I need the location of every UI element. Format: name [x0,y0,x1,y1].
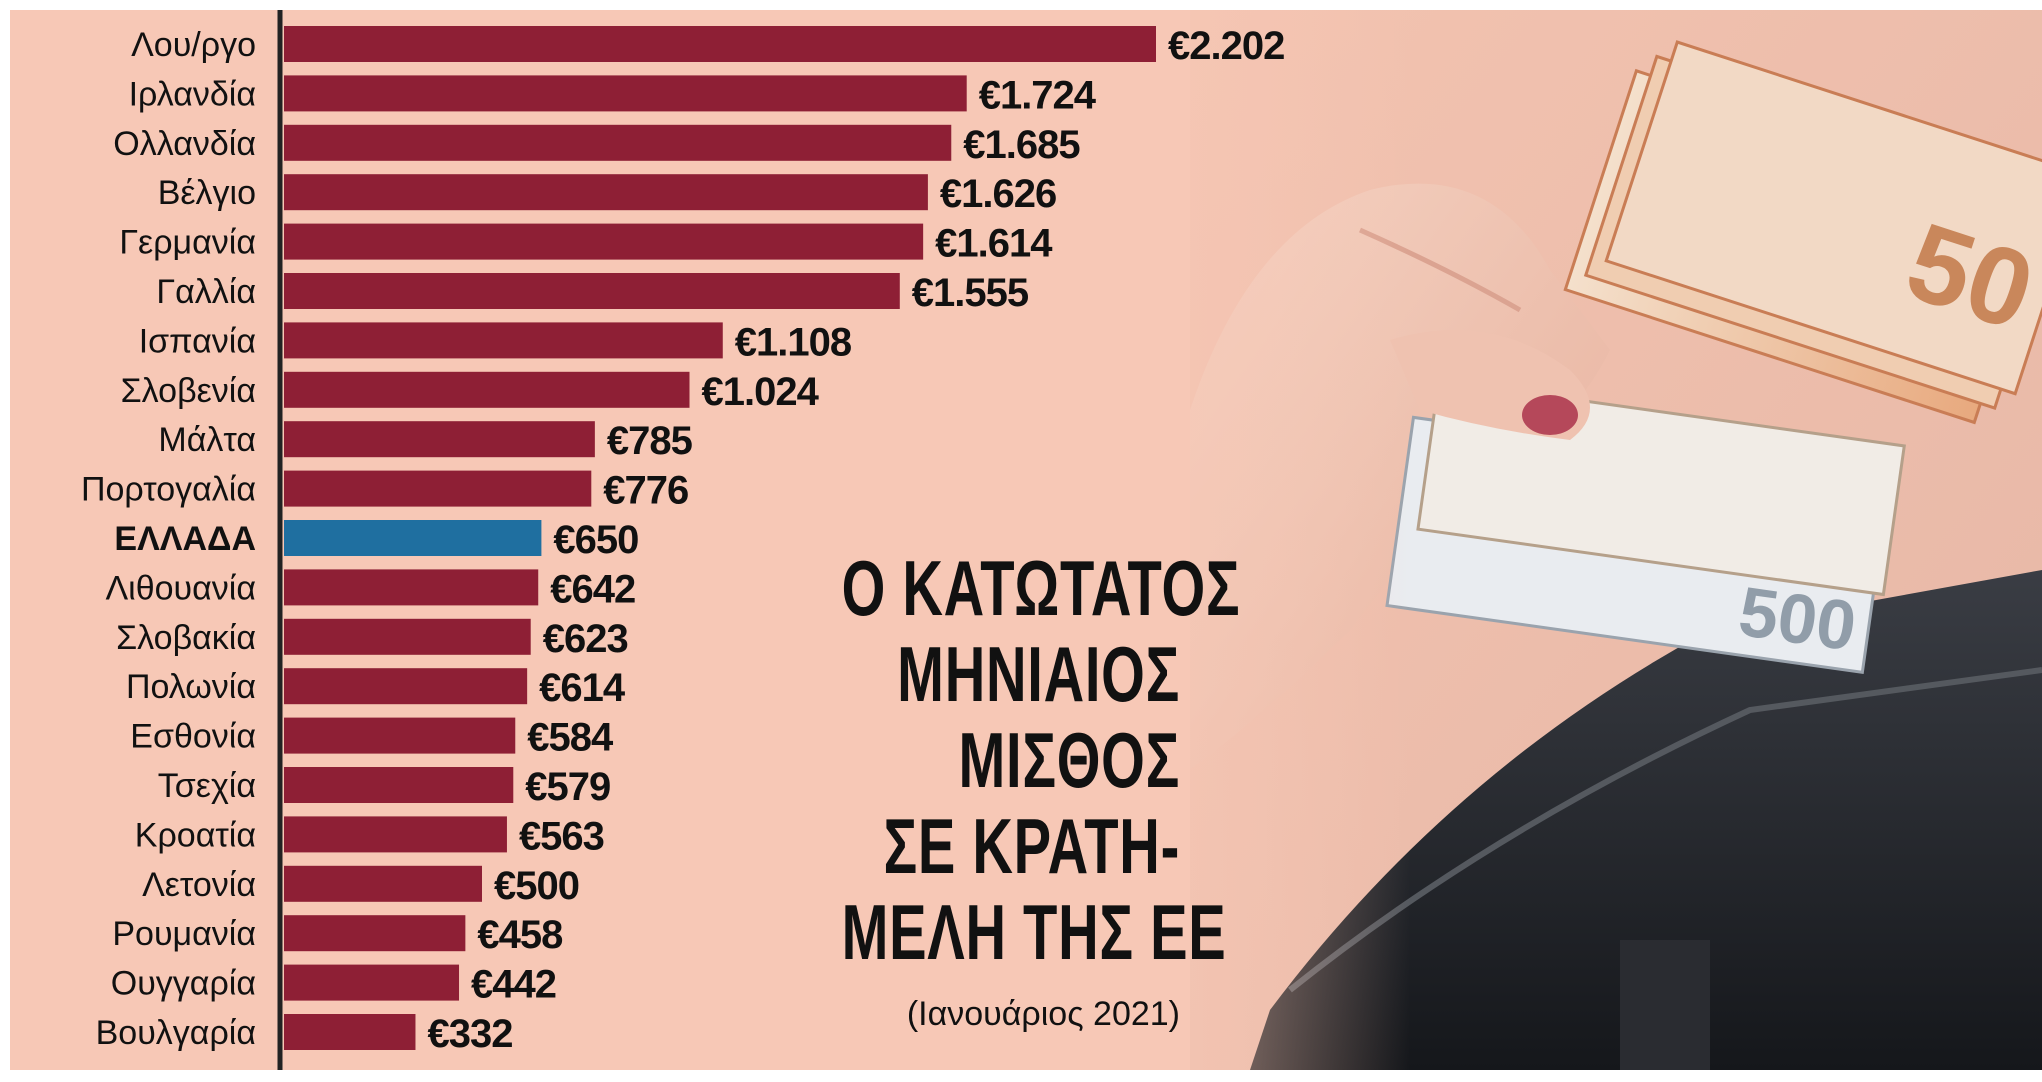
value-label: €579 [525,765,610,809]
headline-line: Ο ΚΑΤΩΤΑΤΟΣ [841,544,1241,632]
bar [284,569,539,606]
chart-subtitle: (Ιανουάριος 2021) [906,995,1180,1033]
category-label: Λου/ργο [131,26,256,64]
value-label: €785 [607,419,693,463]
headline-line: ΣΕ ΚΡΑΤΗ- [883,802,1180,890]
value-label: €2.202 [1168,24,1284,68]
category-label: Πολωνία [126,668,256,706]
headline-line: ΜΙΣΘΟΣ [958,716,1180,804]
value-label: €1.626 [940,172,1056,216]
value-label: €442 [471,963,556,1007]
category-label: Τσεχία [158,767,256,805]
bar [284,371,690,408]
bar [284,964,460,1001]
category-label: Ουγγαρία [111,965,256,1003]
bar [284,174,928,211]
category-label: Ολλανδία [113,125,256,163]
category-label: Κροατία [135,816,256,854]
bar [284,717,516,754]
bar [284,124,952,161]
bar [284,273,900,309]
value-label: €584 [527,716,614,760]
value-label: €614 [539,666,626,710]
banknotes-photo: 50 500 [1190,10,2042,1070]
bar [284,865,483,902]
bar [284,520,542,556]
headline-line: ΜΗΝΙΑΙΟΣ [897,630,1180,718]
bar [284,322,723,359]
svg-text:500: 500 [1734,572,1861,665]
value-label: €458 [477,913,563,957]
category-label: Μάλτα [158,421,256,459]
value-label: €1.724 [979,73,1097,117]
value-label: €500 [494,864,579,908]
category-label: Εσθονία [130,718,256,756]
chart-headline: Ο ΚΑΤΩΤΑΤΟΣ ΜΗΝΙΑΙΟΣ ΜΙΣΘΟΣ ΣΕ ΚΡΑΤΗ- ΜΕ… [841,544,1241,976]
category-label: Βουλγαρία [96,1014,256,1052]
category-label: Ισπανία [139,322,256,360]
bar [284,75,967,112]
value-label: €650 [553,518,638,562]
category-label: Λετονία [142,866,256,904]
bar [284,421,595,458]
bar [284,1014,416,1050]
value-label: €642 [550,567,635,611]
value-label: €776 [603,469,688,513]
category-label: Γερμανία [119,224,256,262]
bar-chart: Λου/ργο €2.202 Ιρλανδία €1.724 Ολλανδία €1.68… [81,10,1285,1070]
bar [284,223,924,260]
category-label: Πορτογαλία [81,471,256,509]
value-label: €563 [519,814,604,858]
bar [284,26,1156,62]
bar [284,668,528,705]
bar [284,767,514,803]
headline-line: ΜΕΛΗ ΤΗΣ ΕΕ [841,888,1227,976]
infographic: 50 500 Λου/ργο €2.202 Ιρλανδία €1.724 Ολλανδ… [10,10,2042,1070]
bar [284,470,592,507]
category-label: Γαλλία [156,273,256,311]
bar [284,915,466,952]
value-label: €1.685 [963,123,1080,167]
category-label: Σλοβενία [121,372,256,410]
category-label: Ιρλανδία [129,75,256,113]
photo-fade [1010,10,1410,1070]
value-label: €1.555 [912,271,1029,315]
value-label: €623 [543,617,628,661]
category-label: ΕΛΛΑΔΑ [114,520,256,558]
category-label: Ρουμανία [112,915,256,953]
bar [284,816,507,853]
value-label: €1.614 [935,222,1053,266]
category-label: Βέλγιο [158,174,256,212]
value-label: €1.108 [735,320,852,364]
category-label: Λιθουανία [105,569,256,607]
bar [284,618,531,655]
category-label: Σλοβακία [116,619,256,657]
value-label: €332 [427,1012,512,1056]
value-label: €1.024 [702,370,820,414]
